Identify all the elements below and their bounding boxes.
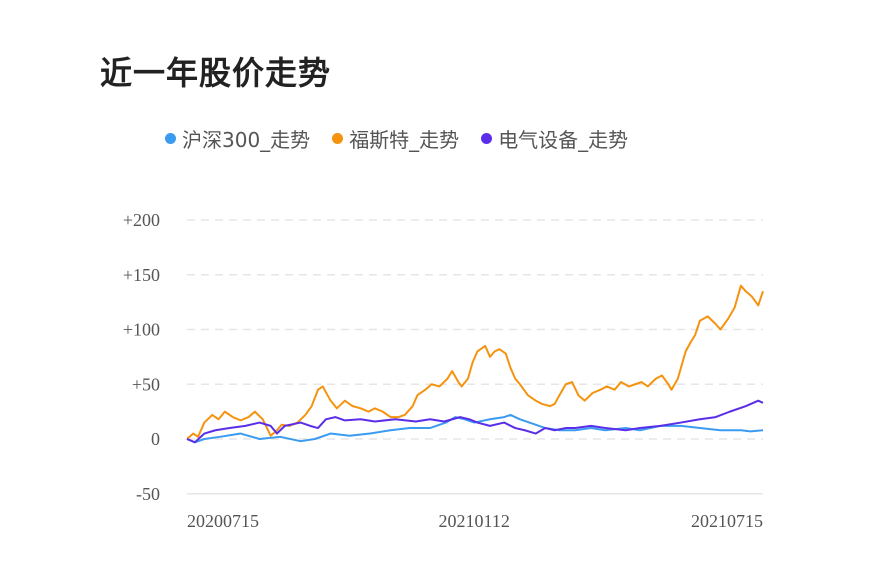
legend-item[interactable]: 沪深300_走势 (165, 124, 310, 153)
legend-label: 福斯特_走势 (349, 128, 460, 152)
series-line-2 (186, 399, 764, 444)
y-tick-label: +200 (123, 210, 160, 230)
y-tick-label: +100 (123, 320, 160, 340)
legend-label: 电气设备_走势 (498, 128, 629, 152)
legend-item[interactable]: 福斯特_走势 (332, 124, 459, 153)
x-tick-label: 20210112 (439, 511, 510, 531)
chart-title: 近一年股价走势 (100, 54, 332, 92)
x-tick-label: 20200715 (187, 511, 259, 531)
y-tick-label: 0 (151, 429, 160, 449)
x-tick-label: 20210715 (691, 511, 763, 531)
y-tick-label: -50 (136, 484, 160, 504)
y-tick-label: +50 (132, 374, 160, 394)
y-tick-label: +150 (123, 265, 160, 285)
legend-dot-icon (165, 133, 176, 144)
series-line-1 (186, 284, 764, 440)
legend-dot-icon (481, 133, 493, 144)
legend-item[interactable]: 电气设备_走势 (481, 124, 628, 153)
legend-label: 沪深300_走势 (182, 128, 311, 152)
legend: 沪深300_走势 福斯特_走势 电气设备_走势 (165, 124, 628, 153)
legend-dot-icon (332, 133, 344, 144)
